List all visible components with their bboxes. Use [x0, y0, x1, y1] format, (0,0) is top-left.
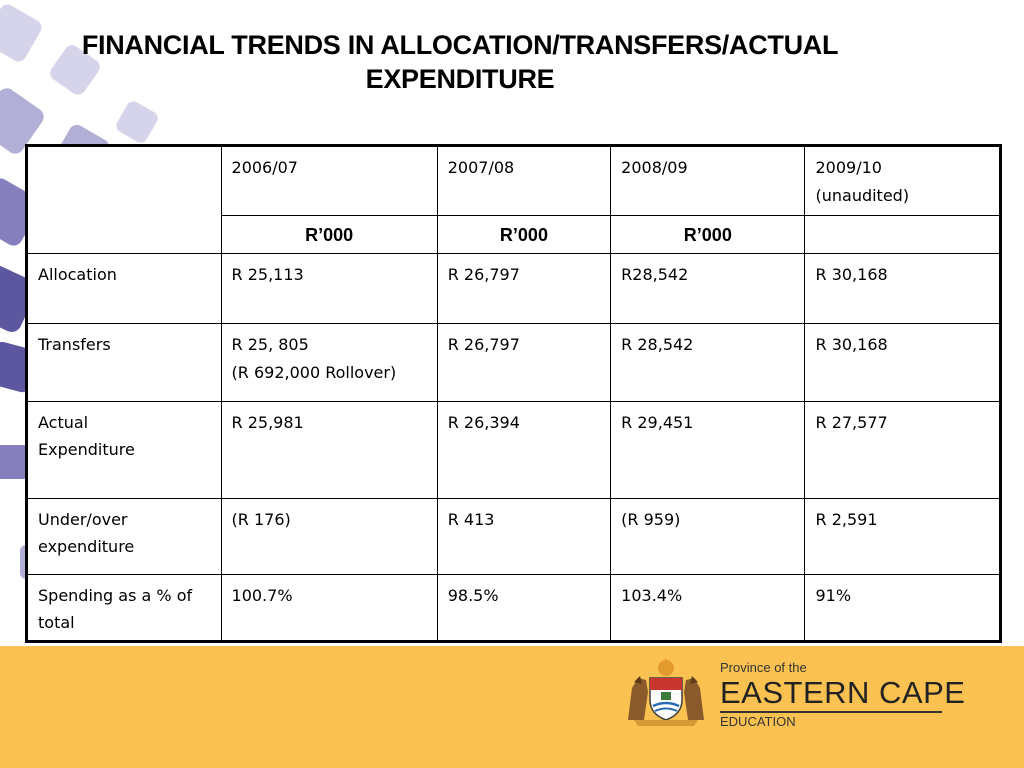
header-year-cell: 2009/10 (unaudited)	[804, 145, 1001, 216]
table-cell: R28,542	[610, 253, 806, 324]
table-cell: R 29,451	[610, 401, 806, 499]
table-cell: R 25,113	[220, 253, 438, 324]
page-title: FINANCIAL TRENDS IN ALLOCATION/TRANSFERS…	[0, 28, 920, 96]
header-row: 2006/07 2007/08 2008/09 2009/10 (unaudit…	[26, 145, 1001, 254]
logo-education-text: EDUCATION	[720, 714, 796, 729]
table-cell: 91%	[804, 574, 1001, 642]
table-cell: 103.4%	[610, 574, 806, 642]
table-cell: R 413	[436, 498, 612, 575]
header-year-cell: 2007/08	[436, 145, 612, 216]
table-cell: R 26,797	[436, 253, 612, 324]
table-cell: R 30,168	[804, 323, 1001, 402]
header-year-cell: 2006/07	[220, 145, 438, 216]
unit-cell	[804, 215, 1001, 254]
row-label: Allocation	[26, 253, 222, 324]
table-cell: R 27,577	[804, 401, 1001, 499]
table-cell: 100.7%	[220, 574, 438, 642]
row-label: Spending as a % of total	[26, 574, 222, 642]
logo-divider	[720, 711, 942, 713]
table-row-under-over: Under/over expenditure (R 176) R 413 (R …	[26, 498, 1001, 575]
eastern-cape-logo: Province of the EASTERN CAPE EDUCATION	[720, 660, 965, 731]
title-line-2: EXPENDITURE	[365, 64, 555, 94]
logo-eastern-cape-text: EASTERN CAPE	[720, 675, 966, 710]
table-row-allocation: Allocation R 25,113 R 26,797 R28,542 R 3…	[26, 253, 1001, 324]
table-row-spending-percent: Spending as a % of total 100.7% 98.5% 10…	[26, 574, 1001, 642]
units-row: R’000 R’000 R’000	[27, 215, 1001, 254]
unaudited-note: (unaudited)	[815, 186, 910, 205]
header-year-cell: 2008/09	[610, 145, 806, 216]
logo-province-text: Province of the	[720, 660, 807, 675]
financial-table: 2006/07 2007/08 2008/09 2009/10 (unaudit…	[25, 144, 1002, 643]
title-line-1: FINANCIAL TRENDS IN ALLOCATION/TRANSFERS…	[81, 30, 839, 60]
table-row-actual-expenditure: Actual Expenditure R 25,981 R 26,394 R 2…	[26, 401, 1001, 499]
table-cell: R 30,168	[804, 253, 1001, 324]
table-cell: R 2,591	[804, 498, 1001, 575]
coat-of-arms-icon	[628, 658, 704, 726]
rollover-note: (R 692,000 Rollover)	[231, 363, 397, 382]
table-cell: (R 959)	[610, 498, 806, 575]
table-cell: R 25, 805 (R 692,000 Rollover)	[220, 323, 438, 402]
row-label: Actual Expenditure	[26, 401, 222, 499]
table-cell: R 26,394	[436, 401, 612, 499]
row-label: Transfers	[26, 323, 222, 402]
table-cell: R 25,981	[220, 401, 438, 499]
table-cell: 98.5%	[436, 574, 612, 642]
table-row-transfers: Transfers R 25, 805 (R 692,000 Rollover)…	[26, 323, 1001, 402]
footer-band	[0, 646, 1024, 768]
header-corner-cell	[26, 145, 222, 254]
table-cell: R 28,542	[610, 323, 806, 402]
unit-cell: R’000	[220, 215, 438, 254]
table-cell: (R 176)	[220, 498, 438, 575]
unit-cell: R’000	[436, 215, 612, 254]
table-cell: R 26,797	[436, 323, 612, 402]
row-label: Under/over expenditure	[26, 498, 222, 575]
unit-cell: R’000	[610, 215, 806, 254]
